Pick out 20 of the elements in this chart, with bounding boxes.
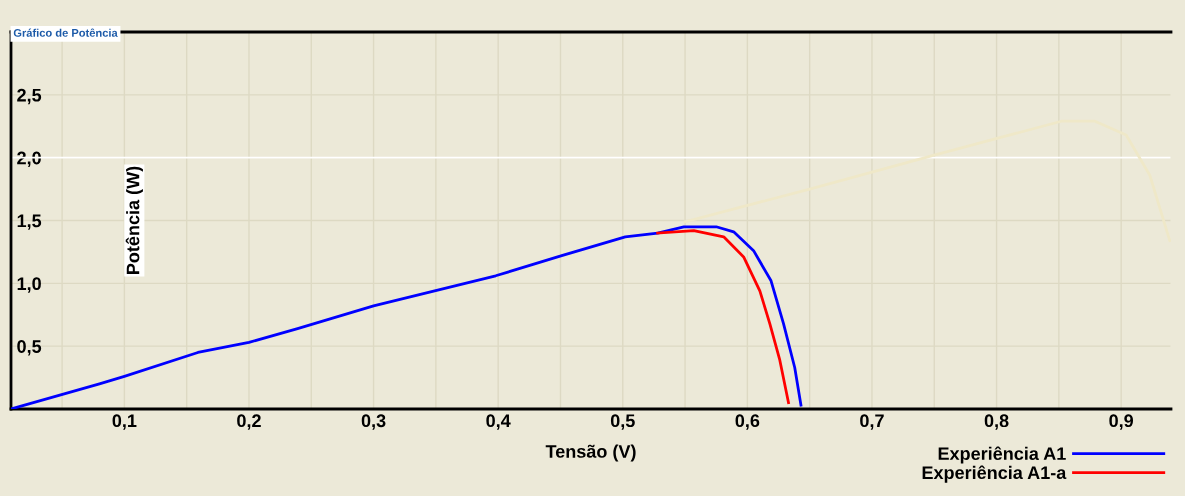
x-tick-label: 0,7: [860, 414, 884, 430]
x-tick-label: 0,3: [361, 414, 386, 430]
chart-title: Gráfico de Potência: [13, 28, 118, 37]
legend-label: Experiência A1: [938, 446, 1066, 464]
x-tick-label: 0,6: [735, 414, 760, 430]
x-tick-label: 0,9: [1109, 414, 1134, 430]
y-tick-label: 2,5: [17, 88, 42, 105]
x-tick-label: 0,8: [984, 414, 1009, 430]
line-series: [656, 229, 790, 405]
y-axis-title: Potência (W): [125, 166, 143, 274]
y-tick-label: 0,5: [17, 340, 42, 356]
x-tick-label: 0,4: [486, 414, 511, 430]
legend-label: Experiência A1-a: [922, 465, 1067, 483]
y-tick-label: 1,0: [17, 277, 41, 293]
x-tick-label: 0,2: [237, 414, 261, 430]
x-tick-label: 0,5: [610, 414, 635, 430]
x-tick-label: 0,1: [112, 414, 137, 430]
x-axis-title: Tensão (V): [545, 444, 636, 462]
y-tick-label: 1,5: [17, 214, 42, 230]
line-series: [683, 119, 1171, 242]
